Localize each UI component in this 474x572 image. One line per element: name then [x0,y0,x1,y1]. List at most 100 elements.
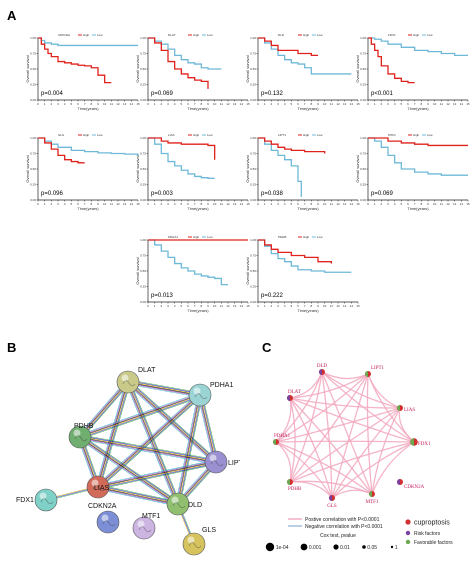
legend-low-label: Low [97,133,103,137]
legend-risk-label: Risk factors [414,531,441,537]
ppi-edge [97,488,178,506]
ppi-node-lipt1: LIPT1 [204,450,247,474]
x-tick-label: 7 [304,102,306,106]
x-tick-label: 12 [116,102,120,106]
x-axis-title: Time(years) [407,206,429,211]
legend-cox-title: Cox test, pvalue [320,533,356,539]
node-structure [172,502,186,509]
cox-size-label: 1e-04 [276,545,289,551]
ppi-node-pdhb: PDHB [68,423,94,449]
ppi-edge [197,395,215,463]
x-tick-label: 11 [220,102,223,106]
legend-low-label: Low [427,33,433,37]
ppi-edge [98,462,217,488]
panel-a-label: A [7,8,17,23]
y-axis-title: Overall survival [245,55,250,82]
legend-gene: MTF1 [388,133,396,137]
y-axis-title: Overall survival [355,155,360,182]
ppi-edge [79,392,200,436]
x-tick-label: 14 [460,102,464,106]
x-tick-label: 0 [37,202,39,206]
x-tick-label: 15 [356,304,360,308]
node-label: LIPT1 [371,366,385,371]
x-tick-label: 12 [226,102,230,106]
x-tick-label: 5 [400,102,402,106]
ppi-edge [99,382,130,488]
x-tick-label: 11 [440,202,443,206]
x-tick-label: 2 [160,304,162,308]
ppi-edge [198,395,215,463]
cox-size-label: 0.05 [367,545,377,551]
legend-high-label: High [193,235,200,239]
correlation-edge [289,397,401,409]
km-curve-high [38,37,112,84]
ppi-edge [128,381,179,504]
x-tick-label: 7 [194,202,196,206]
legend-low-label: Low [427,133,433,137]
y-tick-label: 0.75 [140,254,146,258]
km-plot-pdha1: PDHA1 High Low 1.00 0.75 0.50 0.25 0.00 0 1 2 3 4 5 6 7… [135,232,250,322]
y-tick-label: 0.00 [360,98,366,102]
km-curve-high [258,37,318,57]
km-plot-pdhb: PDHB High Low 1.00 0.75 0.50 0.25 0.00 0 1 2 3 4 5 6 7 8… [245,232,360,322]
y-tick-label: 0.25 [140,285,146,289]
x-tick-label: 9 [207,304,209,308]
legend-high-label: High [413,133,420,137]
x-tick-label: 3 [387,202,389,206]
correlation-edge [331,407,401,499]
x-tick-label: 12 [336,102,340,106]
node-label: PDHB [74,423,94,430]
node-highlight [171,496,179,504]
x-tick-label: 13 [123,102,127,106]
x-tick-label: 12 [446,102,450,106]
x-tick-label: 1 [154,202,156,206]
y-axis-title: Overall survival [135,257,140,284]
ppi-edge [99,382,131,488]
node-highlight [187,536,195,544]
node-label: LIPT1 [228,460,240,467]
ppi-edge [96,381,127,487]
x-tick-label: 0 [257,202,259,206]
p-value: p=0.013 [151,293,174,299]
ppi-edge [179,395,202,505]
legend-gene: GLS [58,133,64,137]
x-tick-label: 0 [37,102,39,106]
corr-node-pdha1: PDHA1 [273,434,291,445]
legend-gene: PDHA1 [168,235,178,239]
ppi-edge [199,395,216,463]
legend-low-label: Low [207,33,213,37]
x-tick-label: 8 [200,304,202,308]
x-tick-label: 4 [64,202,66,206]
legend-high-label: High [303,33,310,37]
ppi-edge [79,438,216,465]
km-svg: DLAT High Low 1.00 0.75 0.50 0.25 0.000 1 2 3 4 5 6 7 8… [135,33,250,111]
km-curve-low [148,239,228,286]
y-tick-label: 0.75 [30,152,36,156]
x-tick-label: 14 [130,202,134,206]
p-value: p<0.001 [371,91,394,97]
corr-node-fdx1: FDX1 [410,438,431,447]
node-label: CDKN2A [88,503,117,510]
y-tick-label: 0.25 [30,83,36,87]
x-tick-label: 3 [277,304,279,308]
node-highlight [193,387,201,395]
km-svg: LIAS High Low 1.00 0.75 0.50 0.25 0.000 1 2 3 4 5 6 7 8… [135,133,250,211]
corr-node-dlat: DLAT [287,390,301,401]
ppi-edge [129,380,218,461]
x-tick-label: 15 [136,202,140,206]
x-tick-label: 8 [310,304,312,308]
y-tick-label: 1.00 [30,36,36,40]
node-label: PDHA1 [210,382,233,389]
correlation-edge [289,397,333,499]
ppi-edge [99,396,202,489]
x-tick-label: 8 [310,202,312,206]
correlation-edge [289,373,369,399]
corr-node-lipt1: LIPT1 [365,366,385,377]
km-svg: GLS High Low 1.00 0.75 0.50 0.25 0.000 1 2 3 4 5 6 7 8 9… [25,133,140,211]
ppi-edge [175,394,199,504]
x-tick-label: 11 [110,102,113,106]
x-tick-label: 11 [110,202,113,206]
node-label: FDX1 [418,442,431,447]
x-tick-label: 4 [284,102,286,106]
p-value: p=0.004 [41,91,64,97]
